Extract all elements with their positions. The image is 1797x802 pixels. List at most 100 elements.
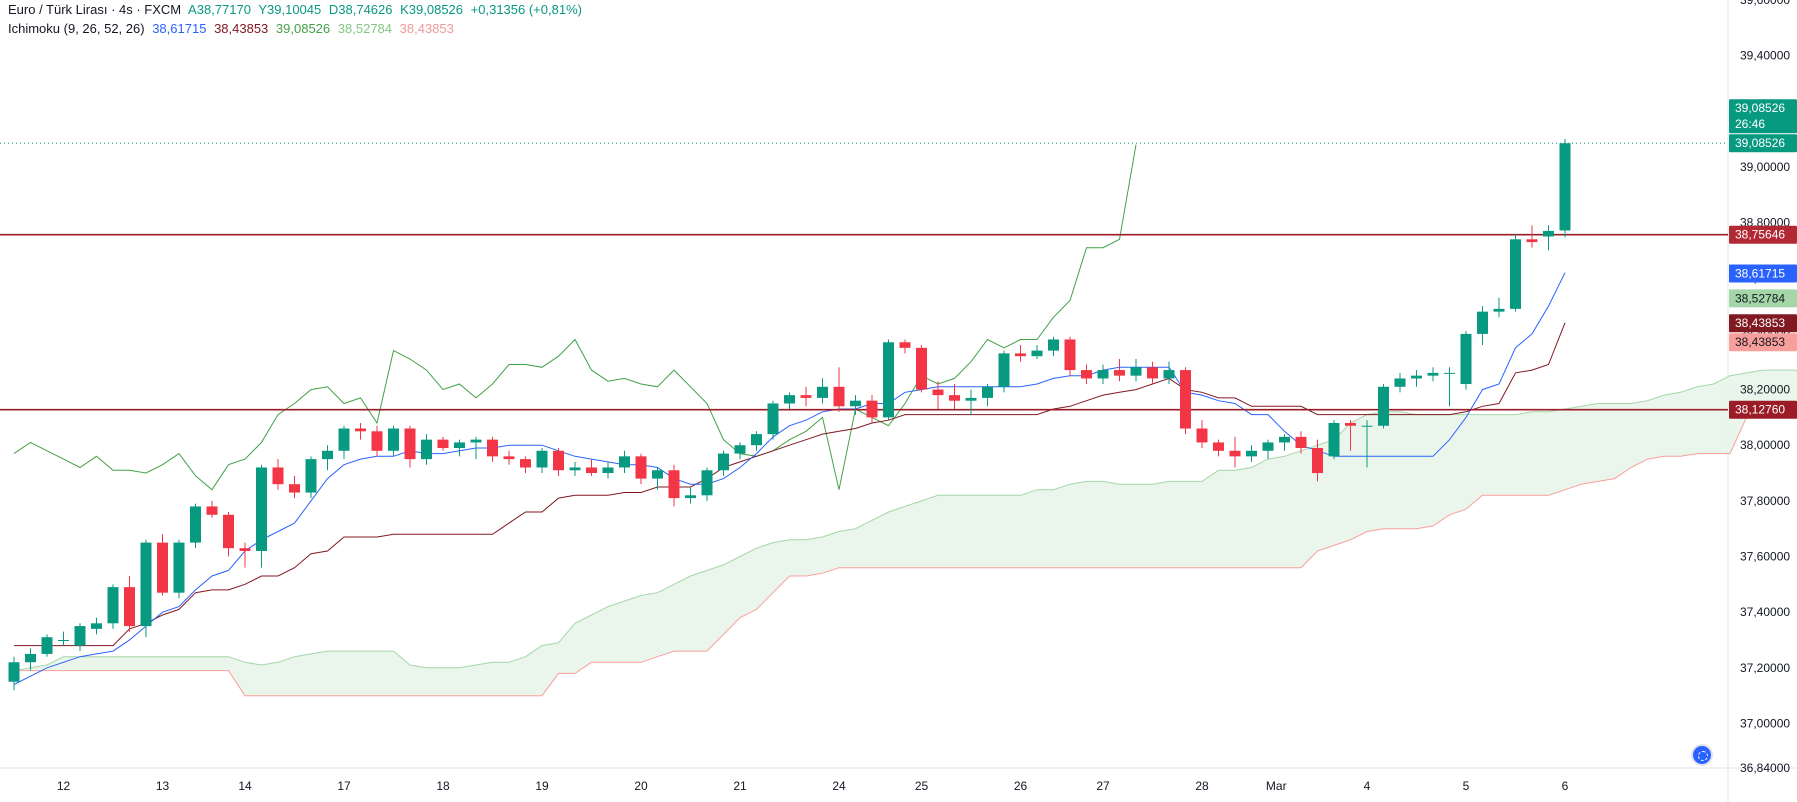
candle-body[interactable] (487, 439, 498, 457)
candle-body[interactable] (800, 395, 812, 398)
indicator-title[interactable]: Ichimoku (9, 26, 52, 26) (8, 21, 145, 36)
candle-body[interactable] (1097, 370, 1109, 379)
candle-body[interactable] (1031, 350, 1043, 357)
candle-body[interactable] (1081, 370, 1092, 379)
candle-body[interactable] (1279, 436, 1290, 443)
candle-body[interactable] (355, 428, 366, 432)
candle-body[interactable] (652, 470, 663, 479)
candle-body[interactable] (899, 342, 911, 348)
candle-body[interactable] (1015, 353, 1026, 357)
candle-body[interactable] (866, 400, 878, 418)
candle-body[interactable] (965, 397, 977, 401)
candle-body[interactable] (1114, 370, 1125, 376)
candle-body[interactable] (371, 431, 383, 451)
candle-body[interactable] (1213, 442, 1224, 451)
candle-body[interactable] (140, 542, 152, 627)
candle-body[interactable] (503, 456, 515, 460)
candle-body[interactable] (454, 442, 465, 448)
candle-body[interactable] (190, 506, 201, 543)
candle-body[interactable] (421, 439, 432, 460)
candle-body[interactable] (470, 439, 482, 443)
candle-body[interactable] (1262, 442, 1274, 451)
candle-body[interactable] (1559, 143, 1571, 231)
candle-body[interactable] (982, 386, 993, 398)
candle-body[interactable] (388, 428, 399, 451)
candle-body[interactable] (602, 467, 614, 474)
candle-body[interactable] (718, 453, 729, 471)
candle-body[interactable] (932, 389, 944, 396)
candle-body[interactable] (1295, 436, 1307, 448)
candle-body[interactable] (124, 587, 135, 627)
candle-body[interactable] (916, 347, 927, 390)
candle-body[interactable] (1312, 448, 1323, 474)
candle-body[interactable] (305, 459, 317, 493)
candle-body[interactable] (223, 514, 234, 549)
candle-body[interactable] (569, 467, 581, 471)
candle-body[interactable] (1328, 422, 1340, 457)
candle-body[interactable] (272, 467, 284, 485)
candle-body[interactable] (668, 470, 680, 499)
candle-body[interactable] (1130, 367, 1142, 376)
candle-body[interactable] (817, 386, 828, 398)
candle-body[interactable] (91, 623, 102, 629)
candle-body[interactable] (1361, 425, 1373, 427)
candle-body[interactable] (635, 456, 647, 479)
candle-body[interactable] (553, 450, 564, 471)
candle-body[interactable] (833, 386, 845, 407)
candle-body[interactable] (701, 470, 713, 496)
candle-body[interactable] (8, 662, 20, 682)
candle-body[interactable] (1196, 428, 1208, 443)
candle-body[interactable] (1147, 367, 1158, 379)
candle-body[interactable] (1444, 372, 1455, 374)
candle-body[interactable] (685, 495, 696, 499)
candle-body[interactable] (1493, 308, 1505, 312)
candle-body[interactable] (1064, 339, 1076, 371)
candle-body[interactable] (107, 587, 119, 624)
candle-body[interactable] (1460, 333, 1472, 384)
candle-body[interactable] (74, 626, 86, 646)
candle-body[interactable] (206, 506, 218, 515)
tradingview-logo-icon[interactable] (1691, 744, 1713, 766)
candle-body[interactable] (1394, 378, 1406, 387)
candle-body[interactable] (1345, 422, 1356, 426)
candle-body[interactable] (586, 467, 597, 474)
candle-body[interactable] (322, 450, 333, 460)
candle-body[interactable] (1378, 386, 1389, 426)
candle-body[interactable] (520, 459, 531, 468)
candle-body[interactable] (338, 428, 350, 451)
candle-body[interactable] (1246, 450, 1257, 457)
candle-body[interactable] (1411, 375, 1422, 379)
candle-body[interactable] (256, 467, 267, 551)
candle-body[interactable] (1180, 370, 1191, 429)
candle-body[interactable] (289, 484, 300, 493)
symbol-title[interactable]: Euro / Türk Lirası · 4s · FXCM (8, 2, 182, 17)
candle-body[interactable] (58, 640, 69, 641)
candle-body[interactable] (157, 542, 168, 593)
candle-body[interactable] (734, 445, 746, 454)
candle-body[interactable] (784, 395, 795, 404)
candle-body[interactable] (1048, 339, 1059, 351)
candle-body[interactable] (998, 353, 1010, 387)
candle-body[interactable] (850, 400, 861, 407)
candle-body[interactable] (1526, 239, 1538, 243)
candle-body[interactable] (173, 542, 185, 593)
candle-body[interactable] (404, 428, 416, 460)
candle-body[interactable] (437, 439, 449, 448)
candle-body[interactable] (1510, 239, 1521, 309)
candle-body[interactable] (619, 456, 630, 468)
candle-body[interactable] (883, 342, 894, 418)
candle-body[interactable] (1229, 450, 1241, 457)
candle-body[interactable] (1427, 372, 1439, 376)
candle-body[interactable] (239, 548, 251, 551)
candle-body[interactable] (1477, 311, 1488, 334)
candle-body[interactable] (751, 434, 762, 446)
candle-body[interactable] (767, 403, 779, 435)
candle-body[interactable] (25, 653, 36, 663)
candle-body[interactable] (949, 395, 960, 401)
candle-body[interactable] (1543, 230, 1554, 237)
candle-body[interactable] (536, 450, 548, 468)
candle-body[interactable] (41, 637, 53, 654)
price-label-text: 38,12760 (1735, 403, 1785, 417)
candle-body[interactable] (1163, 370, 1175, 379)
